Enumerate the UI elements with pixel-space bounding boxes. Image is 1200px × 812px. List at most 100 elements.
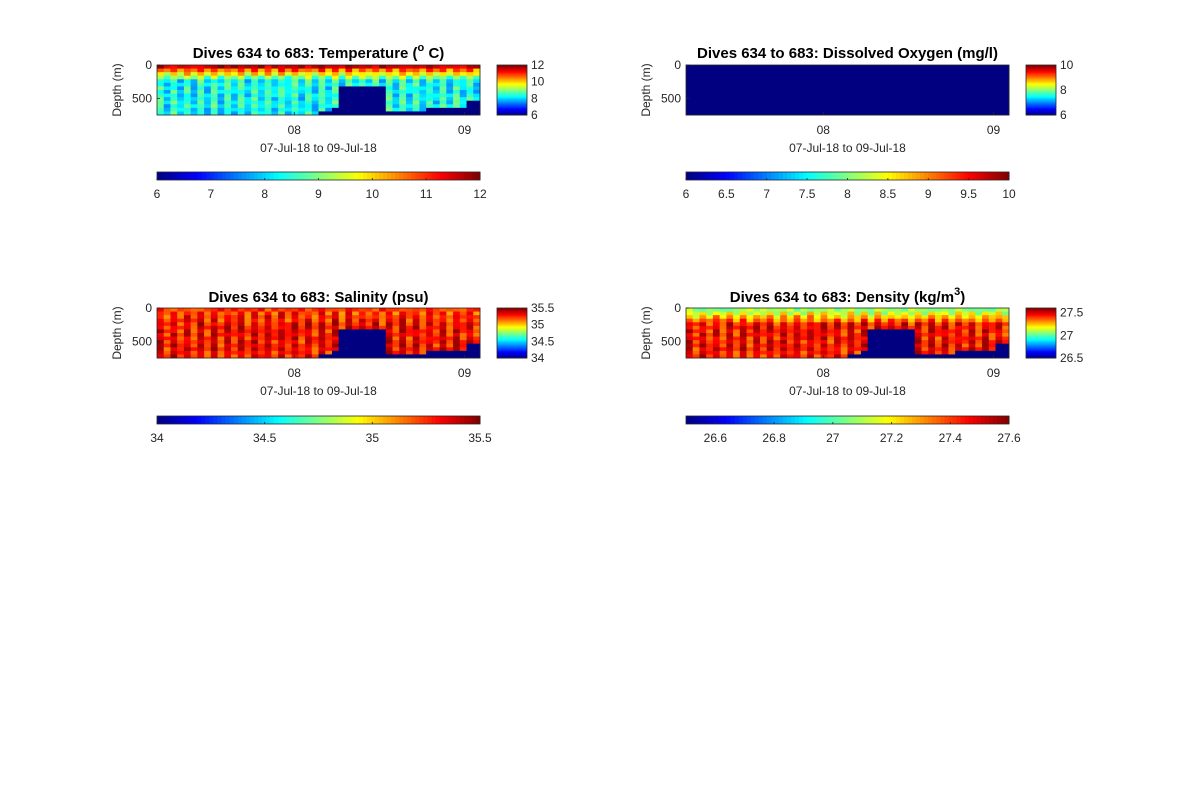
heatmap-cell [988,104,996,109]
heatmap-cell [372,79,380,84]
heatmap-cell [399,90,407,94]
colorbar-swatch [266,416,271,424]
heatmap-cell [766,322,774,327]
heatmap-cell [699,333,707,337]
heatmap-cell [881,104,889,109]
heatmap-cell [834,329,842,334]
heatmap-cell [163,350,171,355]
heatmap-cell [298,100,306,105]
colorbar-swatch [294,416,299,424]
colorbar-swatch [463,416,469,424]
heatmap-cell [224,82,232,87]
heatmap-cell [773,350,781,355]
colorbar-swatch [165,172,170,180]
heatmap-cell [800,104,808,109]
colorbar-swatch [497,86,527,88]
heatmap-cell [860,329,869,334]
heatmap-cell [197,347,205,352]
heatmap-cell [385,75,393,80]
heatmap-cell [412,72,420,77]
colorbar-swatch [851,416,857,424]
heatmap-cell [305,329,313,334]
heatmap-cell [392,318,400,323]
heatmap-cell [706,100,714,105]
heatmap-cell [982,308,990,312]
heatmap-cell [793,100,801,105]
heatmap-cell [780,72,788,77]
colorbar-swatch [782,172,788,180]
colorbar-swatch [984,172,990,180]
heatmap-cell [780,318,788,323]
heatmap-cell [352,97,360,102]
heatmap-cell [928,90,936,94]
heatmap-cell [372,86,380,91]
heatmap-cell [271,329,279,334]
heatmap-cell [305,354,313,359]
colorbar-swatch [1026,310,1056,313]
colorbar-swatch [1026,66,1056,68]
heatmap-cell [244,111,252,116]
heatmap-cell [183,333,192,337]
heatmap-cell [331,315,340,320]
heatmap-cell [352,86,360,91]
heatmap-cell [305,347,313,352]
heatmap-cell [773,343,781,348]
heatmap-cell [204,325,212,330]
heatmap-cell [237,318,245,323]
heatmap-cell [813,82,821,87]
colorbar-tick-label: 9.5 [960,187,977,201]
heatmap-cell [739,315,747,320]
heatmap-cell [847,340,855,345]
heatmap-cell [901,107,909,112]
heatmap-cell [988,347,996,352]
heatmap-cell [264,308,272,312]
heatmap-cell [739,86,747,91]
heatmap-cell [183,75,192,80]
heatmap-cell [217,97,225,102]
heatmap-cell [473,97,481,102]
heatmap-cell [733,111,741,116]
heatmap-cell [224,79,232,84]
heatmap-cell [955,311,963,316]
heatmap-cell [807,308,815,312]
heatmap-cell [699,90,707,94]
heatmap-cell [446,79,454,84]
heatmap-cell [834,79,842,84]
heatmap-cell [948,322,956,327]
heatmap-cell [860,322,869,327]
heatmap-cell [854,322,862,327]
heatmap-cell [237,82,245,87]
heatmap-cell [766,333,774,337]
heatmap-cell [331,318,340,323]
heatmap-cell [887,79,896,84]
heatmap-cell [820,86,828,91]
heatmap-cell [840,72,848,77]
heatmap-cell [473,329,481,334]
heatmap-cell [840,104,848,109]
heatmap-cell [921,100,929,105]
heatmap-cell [405,329,414,334]
heatmap-cell [955,340,963,345]
heatmap-cell [719,100,727,105]
colorbar-swatch [1026,72,1056,75]
heatmap-cell [706,86,714,91]
heatmap-cell [311,354,319,359]
heatmap-cell [325,111,333,116]
heatmap-cell [204,93,212,98]
heatmap-cell [271,322,279,327]
heatmap-cell [446,65,454,69]
x-tick-label: 08 [288,123,302,137]
colorbar-tick-label: 10 [366,187,380,201]
heatmap-cell [237,65,245,69]
heatmap-cell [739,343,747,348]
heatmap-cell [975,100,983,105]
heatmap-cell [244,347,252,352]
heatmap-cell [955,97,963,102]
heatmap-cell [412,97,420,102]
heatmap-cell [284,322,292,327]
heatmap-cell [780,107,788,112]
heatmap-cell [385,329,393,334]
colorbar-swatch [379,172,384,180]
heatmap-cell [419,350,427,355]
heatmap-cell [968,111,976,116]
